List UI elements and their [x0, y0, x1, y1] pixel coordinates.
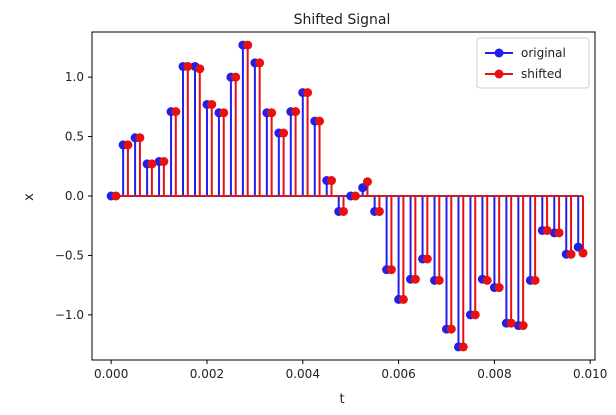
plot-area	[106, 40, 588, 352]
data-point-shifted	[386, 265, 396, 275]
legend-item-shifted: shifted	[485, 67, 562, 81]
data-point-shifted	[566, 249, 576, 259]
data-point-shifted	[243, 40, 253, 50]
data-point-shifted	[398, 294, 408, 304]
data-point-shifted	[291, 107, 301, 117]
data-point-shifted	[267, 108, 277, 118]
data-point-shifted	[195, 64, 205, 74]
data-point-shifted	[350, 191, 360, 201]
data-point-shifted	[111, 191, 121, 201]
x-tick-label: 0.004	[286, 367, 320, 381]
legend-marker	[494, 48, 504, 58]
x-axis: 0.000 0.002 0.004 0.006 0.008 0.010	[94, 360, 607, 381]
x-tick-label: 0.006	[381, 367, 415, 381]
y-tick-label: −0.5	[55, 248, 84, 262]
chart-title: Shifted Signal	[294, 12, 391, 28]
data-point-shifted	[183, 61, 193, 71]
data-point-shifted	[219, 108, 229, 118]
y-tick-label: 0.5	[65, 130, 84, 144]
series-shifted	[126, 45, 585, 347]
data-point-shifted	[123, 140, 133, 150]
y-tick-label: 1.0	[65, 70, 84, 84]
data-point-shifted	[374, 206, 384, 216]
data-point-shifted	[327, 176, 337, 186]
legend-box	[476, 37, 590, 89]
y-tick-label: 0.0	[65, 189, 84, 203]
data-point-shifted	[339, 206, 348, 216]
data-point-shifted	[530, 275, 540, 285]
data-point-shifted	[434, 275, 444, 285]
x-tick-label: 0.002	[190, 367, 224, 381]
data-point-shifted	[303, 88, 313, 98]
data-point-shifted	[494, 283, 504, 293]
x-tick-label: 0.000	[94, 367, 128, 381]
legend-label: shifted	[521, 67, 562, 81]
data-point-shifted	[506, 318, 516, 328]
legend: original shifted	[476, 37, 590, 89]
data-point-shifted	[231, 72, 241, 82]
data-point-shifted	[542, 225, 552, 235]
data-point-shifted	[171, 107, 181, 117]
data-point-shifted	[578, 248, 588, 258]
y-axis-label: x	[22, 193, 37, 201]
x-axis-label: t	[339, 392, 344, 407]
y-tick-label: −1.0	[55, 308, 84, 322]
data-point-shifted	[410, 274, 420, 284]
series-original	[122, 45, 580, 347]
data-point-shifted	[207, 99, 217, 109]
data-point-shifted	[147, 159, 157, 169]
markers-shifted	[111, 40, 588, 352]
data-point-shifted	[255, 58, 265, 68]
data-point-shifted	[482, 275, 492, 285]
x-tick-label: 0.010	[573, 367, 607, 381]
data-point-shifted	[554, 228, 564, 238]
x-tick-label: 0.008	[477, 367, 511, 381]
data-point-shifted	[446, 324, 456, 334]
data-point-shifted	[470, 310, 480, 320]
data-point-shifted	[458, 342, 468, 352]
data-point-shifted	[422, 254, 432, 264]
legend-marker	[494, 69, 504, 79]
y-axis: −1.0 −0.5 0.0 0.5 1.0	[55, 70, 92, 322]
legend-item-original: original	[485, 46, 566, 60]
data-point-shifted	[159, 157, 169, 167]
data-point-shifted	[362, 177, 372, 187]
data-point-shifted	[279, 128, 289, 138]
legend-label: original	[521, 46, 566, 60]
data-point-shifted	[135, 133, 145, 143]
data-point-shifted	[518, 321, 528, 331]
data-point-shifted	[315, 116, 325, 126]
